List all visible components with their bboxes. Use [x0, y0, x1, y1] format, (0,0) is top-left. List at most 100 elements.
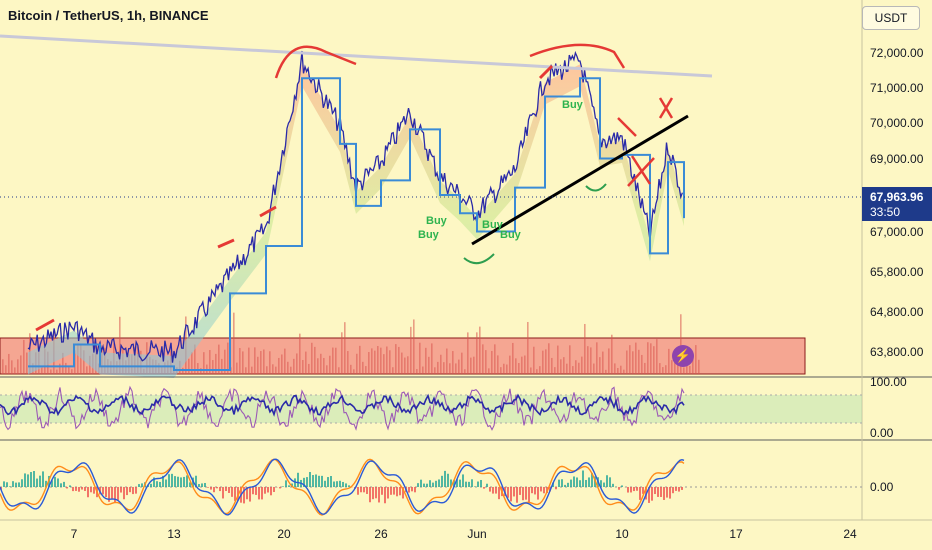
volume-bar: [683, 367, 685, 374]
volume-bar: [584, 323, 586, 374]
volume-bar: [611, 334, 613, 374]
macd-bar: [402, 487, 404, 499]
volume-bar: [329, 355, 331, 374]
macd-bar: [432, 482, 434, 487]
macd-bar: [600, 480, 602, 487]
volume-bar: [23, 339, 25, 374]
volume-bar: [644, 362, 646, 374]
volume-bar: [8, 353, 10, 374]
buy-label: Buy: [426, 215, 448, 227]
macd-bar: [246, 487, 248, 500]
buy-label: Buy: [418, 229, 440, 241]
lightning-icon[interactable]: ⚡: [672, 345, 694, 367]
volume-bar: [425, 347, 427, 374]
volume-bar: [557, 345, 559, 374]
volume-bar: [68, 367, 70, 374]
macd-bar: [132, 487, 134, 495]
macd-bar: [75, 487, 77, 491]
macd-bar: [195, 475, 197, 487]
volume-bar: [17, 359, 19, 374]
buy-label: Buy: [500, 229, 522, 241]
volume-bar: [221, 358, 223, 374]
macd-bar: [39, 475, 41, 487]
x-mark-3: [617, 117, 637, 137]
volume-bar: [653, 346, 655, 374]
volume-bar: [335, 347, 337, 374]
volume-bar: [332, 347, 334, 374]
volume-bar: [554, 367, 556, 374]
macd-bar: [417, 483, 419, 487]
price-candles: [27, 50, 685, 371]
macd-bar: [657, 487, 659, 497]
price-tick: 70,000.00: [870, 116, 924, 130]
volume-bar: [272, 364, 274, 374]
volume-bar: [635, 342, 637, 374]
macd-bar: [36, 478, 38, 487]
volume-bar: [77, 343, 79, 374]
volume-bar: [509, 355, 511, 374]
macd-bar: [219, 487, 221, 492]
macd-bar: [528, 487, 530, 503]
macd-bar: [81, 487, 83, 490]
macd-bar: [441, 475, 443, 487]
macd-bar: [33, 471, 35, 487]
volume-bar: [224, 349, 226, 374]
macd-bar: [660, 487, 662, 497]
macd-bar: [453, 480, 455, 487]
volume-bar: [188, 358, 190, 374]
macd-bar: [69, 485, 71, 487]
macd-bar: [210, 487, 212, 490]
volume-bar: [200, 368, 202, 374]
volume-bar: [347, 351, 349, 374]
macd-bar: [447, 473, 449, 487]
volume-bar: [350, 364, 352, 374]
macd-bar: [180, 477, 182, 487]
volume-bar: [590, 347, 592, 374]
time-tick: 24: [843, 527, 857, 541]
volume-bar: [380, 347, 382, 374]
macd-bar: [78, 487, 80, 492]
volume-bar: [317, 358, 319, 374]
macd-bar: [327, 477, 329, 487]
macd-bar: [612, 483, 614, 487]
macd-bar: [138, 484, 140, 487]
macd-bar: [468, 481, 470, 487]
volume-bar: [548, 343, 550, 374]
green-arc-2: [585, 183, 607, 192]
macd-bar: [114, 487, 116, 503]
price-tick: 69,000.00: [870, 152, 924, 166]
volume-bar: [587, 346, 589, 374]
volume-bar: [533, 346, 535, 374]
volume-bar: [419, 342, 421, 374]
volume-bar: [668, 348, 670, 374]
macd-bar: [159, 481, 161, 487]
macd-bar: [561, 479, 563, 487]
macd-bar: [591, 473, 593, 487]
macd-bar: [222, 487, 224, 499]
macd-bar: [570, 479, 572, 487]
volume-bar: [617, 368, 619, 374]
volume-bar: [482, 344, 484, 374]
macd-bar: [618, 487, 620, 490]
volume-bar: [296, 353, 298, 374]
volume-bar: [299, 333, 301, 374]
currency-selector[interactable]: USDT: [862, 6, 920, 30]
macd-bar: [495, 487, 497, 494]
macd-bar: [345, 483, 347, 487]
volume-bar: [473, 356, 475, 374]
volume-bar: [596, 342, 598, 374]
volume-bar: [461, 352, 463, 374]
volume-bar: [401, 352, 403, 374]
volume-bar: [446, 348, 448, 374]
macd-bar: [672, 487, 674, 494]
volume-bar: [569, 345, 571, 374]
macd-bar: [174, 476, 176, 487]
macd-bar: [444, 470, 446, 487]
volume-bar: [311, 342, 313, 374]
macd-bar: [456, 479, 458, 487]
macd-bar: [555, 487, 557, 490]
volume-bar: [236, 362, 238, 374]
macd-bar: [303, 477, 305, 487]
volume-bar: [203, 352, 205, 374]
